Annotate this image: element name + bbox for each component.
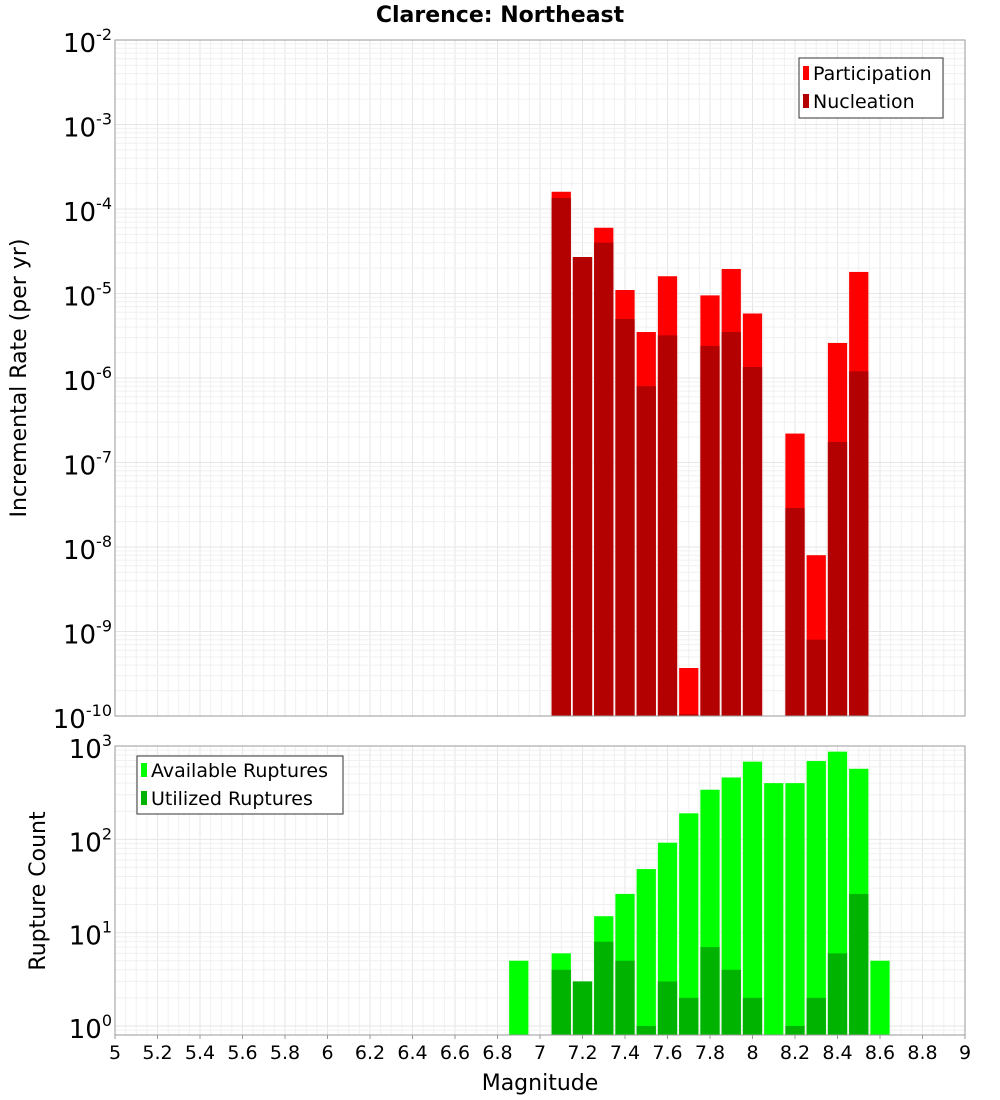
legend-swatch-utilized — [141, 791, 147, 805]
nucleation-bar — [679, 714, 699, 716]
x-tick-label: 6.2 — [355, 1042, 385, 1064]
utilized-ruptures-bar — [636, 1025, 656, 1035]
y-tick-label: 10-9 — [63, 617, 112, 651]
legend-label-available: Available Ruptures — [151, 760, 328, 782]
available-ruptures-bar — [509, 960, 529, 1035]
bottom-legend-box — [136, 755, 344, 815]
utilized-ruptures-bar — [679, 997, 699, 1035]
x-tick-label: 8.6 — [865, 1042, 895, 1064]
nucleation-bar — [572, 257, 593, 716]
x-tick-label: 5.8 — [270, 1042, 300, 1064]
y-tick-label: 10-3 — [63, 110, 112, 144]
legend-swatch-available — [141, 763, 147, 777]
y-tick-label: 100 — [69, 1011, 112, 1045]
available-ruptures-bar — [742, 761, 763, 1035]
x-tick-label: 8 — [746, 1042, 758, 1064]
y-tick-label: 10-10 — [53, 701, 112, 735]
x-tick-label: 7.2 — [567, 1042, 597, 1064]
nucleation-bar — [742, 366, 763, 716]
top-panel: 10-2 10-3 10-4 10-5 10-6 10-7 10-8 10-9 10-10 In… — [7, 25, 966, 735]
legend-swatch-participation — [803, 66, 809, 80]
top-y-ticks: 10-2 10-3 10-4 10-5 10-6 10-7 10-8 10-9 10-10 — [53, 25, 112, 735]
available-ruptures-bar — [764, 783, 784, 1035]
utilized-ruptures-bar — [615, 960, 635, 1035]
legend-label-utilized: Utilized Ruptures — [151, 788, 313, 810]
nucleation-bar — [551, 197, 571, 716]
available-ruptures-bar — [870, 960, 890, 1035]
utilized-ruptures-bar — [827, 953, 848, 1035]
utilized-ruptures-bar — [594, 941, 614, 1035]
x-tick-label: 7 — [534, 1042, 546, 1064]
x-tick-label: 6.6 — [440, 1042, 470, 1064]
x-axis-label: Magnitude — [482, 1071, 599, 1096]
x-tick-label: 7.4 — [610, 1042, 640, 1064]
x-tick-label: 7.6 — [652, 1042, 682, 1064]
chart-title: Clarence: Northeast — [376, 3, 625, 28]
utilized-ruptures-bar — [551, 969, 571, 1035]
utilized-ruptures-bar — [742, 997, 763, 1035]
x-tick-label: 8.2 — [780, 1042, 810, 1064]
x-tick-label: 5.4 — [185, 1042, 215, 1064]
y-tick-label: 101 — [69, 918, 112, 952]
y-tick-label: 10-4 — [63, 194, 112, 228]
utilized-ruptures-bar — [572, 981, 593, 1035]
x-tick-label: 6 — [321, 1042, 333, 1064]
y-tick-label: 10-8 — [63, 532, 112, 566]
top-y-axis-label: Incremental Rate (per yr) — [7, 239, 32, 518]
nucleation-bar — [615, 318, 635, 716]
x-tick-label: 5.6 — [227, 1042, 257, 1064]
participation-bar — [679, 667, 699, 716]
nucleation-bar — [785, 507, 805, 716]
bottom-y-ticks: 103 102 101 100 — [69, 731, 112, 1045]
utilized-ruptures-bar — [700, 947, 720, 1035]
y-tick-label: 103 — [69, 731, 112, 765]
y-tick-label: 10-7 — [63, 448, 112, 482]
x-tick-label: 5.2 — [142, 1042, 172, 1064]
nucleation-bar — [636, 386, 656, 716]
x-tick-label: 5 — [109, 1042, 121, 1064]
available-ruptures-bar — [785, 783, 805, 1035]
y-tick-label: 10-2 — [63, 25, 112, 59]
x-tick-label: 8.8 — [907, 1042, 937, 1064]
legend-label-nucleation: Nucleation — [813, 91, 915, 113]
x-tick-label: 9 — [959, 1042, 971, 1064]
x-axis-ticks: 5 5.2 5.4 5.6 5.8 6 6.2 6.4 6.6 6.8 7 7.2 7.4 7.6 7.8 8… — [109, 1035, 971, 1064]
legend-label-participation: Participation — [813, 63, 932, 85]
utilized-ruptures-bar — [785, 1025, 805, 1035]
top-legend: Participation Nucleation — [798, 57, 944, 119]
nucleation-bar — [849, 371, 869, 716]
available-ruptures-bar — [636, 869, 656, 1035]
nucleation-bar — [806, 639, 826, 716]
nucleation-bar — [594, 242, 614, 717]
x-tick-label: 7.8 — [695, 1042, 725, 1064]
nucleation-bar — [721, 332, 741, 716]
y-tick-label: 102 — [69, 824, 112, 858]
bottom-y-axis-label: Rupture Count — [26, 811, 51, 971]
top-plot-frame — [114, 39, 966, 717]
bottom-panel: 103 102 101 100 Rupture Count Available Rup… — [26, 731, 966, 1045]
nucleation-bar — [827, 441, 848, 716]
nucleation-bar — [700, 345, 720, 716]
available-ruptures-bar — [679, 813, 699, 1035]
utilized-ruptures-bar — [721, 969, 741, 1035]
x-tick-label: 6.8 — [482, 1042, 512, 1064]
legend-swatch-nucleation — [803, 94, 809, 108]
x-tick-label: 6.4 — [397, 1042, 427, 1064]
bottom-legend: Available Ruptures Utilized Ruptures — [136, 755, 344, 815]
top-legend-box — [798, 57, 944, 119]
x-tick-label: 8.4 — [822, 1042, 852, 1064]
top-bars — [551, 191, 869, 717]
top-grid — [114, 40, 966, 717]
utilized-ruptures-bar — [849, 893, 869, 1035]
bottom-bars — [509, 751, 890, 1035]
utilized-ruptures-bar — [657, 981, 678, 1035]
utilized-ruptures-bar — [806, 997, 826, 1035]
y-tick-label: 10-6 — [63, 363, 112, 397]
available-ruptures-bar — [806, 761, 826, 1035]
nucleation-bar — [657, 335, 678, 716]
y-tick-label: 10-5 — [63, 279, 112, 313]
